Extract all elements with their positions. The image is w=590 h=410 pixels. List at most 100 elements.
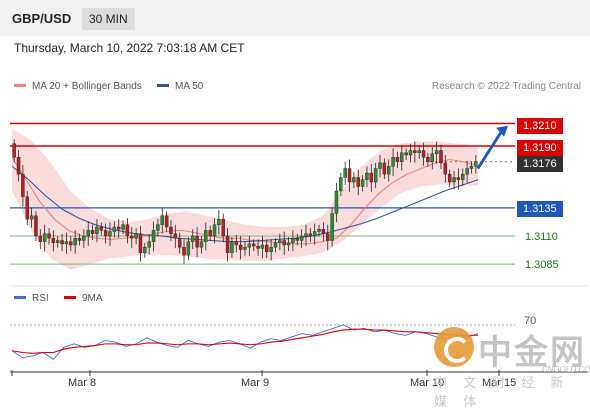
watermark-url: CNGOLD.COM.CN [542, 365, 590, 374]
candle-body-24 [116, 226, 121, 230]
chart-timestamp: Thursday, March 10, 2022 7:03:18 AM CET [14, 41, 245, 55]
candle-body-97 [434, 150, 439, 155]
candle-body-91 [408, 150, 413, 156]
candle-body-43 [199, 241, 204, 248]
candle-body-82 [369, 172, 374, 183]
candle-body-101 [452, 177, 456, 183]
rsi-line [11, 324, 479, 360]
candle-body-20 [99, 226, 104, 231]
candle-body-52 [238, 244, 243, 250]
candle-body-17 [86, 230, 90, 237]
candle-body-42 [195, 235, 199, 248]
candle-body-29 [138, 233, 143, 254]
candle-body-73 [330, 213, 334, 241]
candle-body-4 [29, 215, 34, 220]
candle-body-99 [443, 162, 448, 175]
candle-body-77 [347, 168, 352, 183]
watermark-text: 中金网 [478, 333, 586, 373]
candle-body-36 [169, 226, 173, 234]
ma20-line [11, 156, 479, 245]
rsi-ma-line [11, 328, 478, 354]
candle-body-53 [243, 247, 247, 250]
symbol-title: GBP/USD [12, 11, 72, 26]
ma20-swatch [14, 83, 26, 87]
candle-body-92 [413, 150, 417, 153]
rsi-level-70: 70 [524, 315, 537, 327]
candle-body-50 [230, 241, 234, 254]
candle-body-8 [47, 233, 51, 239]
candle-body-12 [64, 241, 69, 245]
candle-body-76 [343, 168, 347, 178]
timeframe-badge[interactable]: 30 MIN [82, 8, 135, 30]
legend-rsi: RSI [14, 293, 49, 304]
candle-body-26 [125, 224, 130, 237]
level-label-support1: 1.3110 [525, 231, 558, 243]
candle-body-9 [51, 238, 56, 243]
candle-body-18 [90, 230, 95, 234]
legend-ma50-label: MA 50 [175, 81, 204, 92]
level-label-pivot: 1.3135 [517, 201, 563, 217]
candle-body-47 [217, 218, 221, 225]
legend-9ma-label: 9MA [82, 293, 103, 304]
cngold-watermark: 中金网 中 文 财 经 新 媒 体 CNGOLD.COM.CN [430, 325, 590, 410]
candle-body-63 [286, 242, 291, 246]
candle-body-45 [208, 230, 212, 237]
level-label-support2: 1.3085 [525, 259, 559, 271]
level-label-target: 1.3210 [517, 118, 563, 134]
legend-9ma: 9MA [64, 293, 103, 304]
candle-body-27 [130, 235, 134, 239]
candle-body-94 [421, 150, 426, 158]
candle-body-69 [312, 231, 317, 237]
candle-body-44 [204, 230, 208, 242]
rsi-swatch [14, 295, 26, 299]
candle-body-79 [356, 177, 360, 187]
candle-body-70 [317, 229, 321, 232]
candle-body-75 [339, 177, 343, 192]
forecast-arrow-head [496, 125, 508, 137]
x-tick-mar10: Mar 10 [410, 377, 445, 389]
candle-body-41 [191, 235, 195, 242]
candle-body-48 [221, 218, 225, 237]
candle-body-35 [164, 215, 169, 228]
cngold-logo-icon [434, 327, 474, 367]
candle-body-84 [378, 162, 382, 169]
candle-body-74 [334, 190, 339, 214]
x-tick-mar15: Mar 15 [482, 377, 517, 389]
candle-body-90 [404, 152, 408, 156]
candle-body-62 [282, 240, 286, 246]
legend-ma50: MA 50 [157, 81, 203, 92]
candle-body-10 [56, 240, 60, 243]
level-label-resistance: 1.3190 [517, 140, 563, 156]
rsi-ma-swatch [64, 295, 76, 299]
candle-body-93 [417, 150, 421, 153]
candle-body-102 [456, 177, 461, 180]
candle-body-106 [474, 161, 478, 167]
copyright-text: Research © 2022 Trading Central [431, 81, 581, 92]
candle-body-64 [291, 238, 295, 243]
candle-body-98 [439, 150, 443, 164]
candle-body-100 [447, 173, 452, 183]
candle-body-11 [60, 240, 64, 245]
candle-body-28 [134, 233, 138, 239]
legend-rsi-label: RSI [32, 293, 49, 304]
candle-body-30 [143, 247, 147, 254]
candle-body-104 [465, 168, 469, 175]
candle-body-61 [278, 240, 282, 243]
level-label-last-price: 1.3176 [517, 156, 563, 172]
candle-body-46 [212, 224, 217, 237]
candle-body-2 [21, 173, 25, 197]
chart-header: GBP/USD 30 MIN [0, 0, 590, 36]
candle-body-0 [12, 143, 16, 158]
candle-body-68 [308, 233, 313, 237]
candle-body-67 [304, 233, 308, 237]
candle-body-88 [395, 157, 400, 162]
candle-body-96 [430, 153, 434, 162]
candle-body-78 [352, 177, 356, 183]
candle-body-85 [382, 162, 387, 175]
legend-ma20: MA 20 + Bollinger Bands [14, 81, 142, 92]
candle-body-1 [16, 157, 21, 175]
candle-body-14 [73, 238, 77, 246]
forecast-arrow-shaft [476, 129, 504, 170]
candle-body-22 [108, 231, 112, 237]
candle-body-21 [103, 230, 108, 237]
